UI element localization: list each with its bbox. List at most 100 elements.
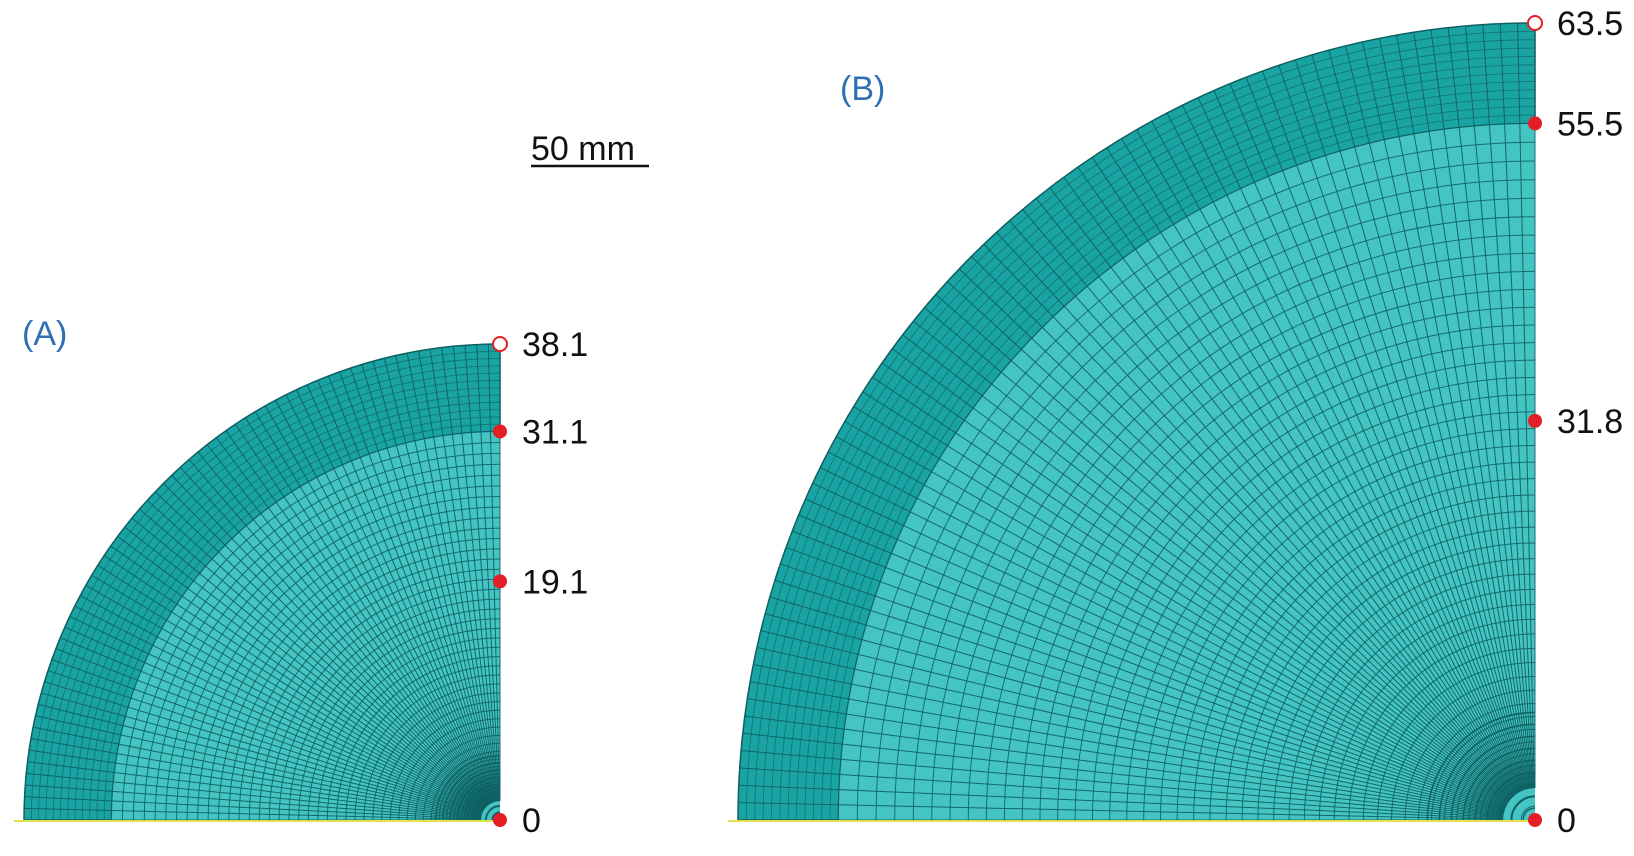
b-hub-ring [1486,771,1536,821]
a-radial-line [110,545,485,810]
a-radial-line [35,715,482,817]
a-radial-line [146,499,487,808]
a-radial-line [395,355,497,802]
b-radial-line [760,630,1505,813]
a-ring-line [238,558,501,821]
panel-b-marker-label-0: 0 [1557,802,1576,840]
panel-a-radial-mesh-lines [24,344,501,821]
a-radial-line [55,648,483,814]
a-hub-ring [449,769,501,821]
b-ring-line [1377,662,1536,821]
a-hub-ring [435,755,501,821]
a-ring-line [398,718,501,821]
b-ring-line [754,39,1536,821]
b-radial-line [765,613,1505,813]
a-radial-line [163,483,487,807]
b-ring-line [1303,588,1536,821]
b-radial-line [996,232,1514,797]
b-radial-line [1345,45,1528,790]
a-ring-line [67,387,501,821]
panel-a-marker-label-19-1: 19.1 [522,563,588,601]
a-radial-line [51,659,483,815]
b-ring-line [812,97,1536,821]
a-radial-line [47,670,483,815]
b-hub-ring [1474,759,1536,821]
a-radial-line [197,451,489,806]
a-radial-line [339,371,495,803]
a-ring-line [74,394,501,821]
panel-b-markers: 63.5 55.5 31.8 0 [1527,5,1623,840]
b-radial-line [798,514,1506,809]
a-ring-line [218,538,501,821]
a-ring-line [491,811,501,821]
a-radial-line [117,536,486,810]
b-ring-line [1418,703,1536,821]
b-radial-line [1430,29,1532,789]
b-radial-line [853,406,1509,804]
b-radial-line [1213,90,1523,792]
panel-a-mesh [14,343,501,822]
a-ring-line [197,517,501,821]
b-radial-line [769,596,1505,812]
panel-b-radial-mesh-lines [738,23,1536,821]
b-ring-line [1193,478,1536,821]
a-radial-line [244,417,491,805]
b-ring-line [837,122,1536,821]
b-ring-line [1456,741,1536,821]
b-ring-line [1159,444,1536,821]
panel-b-marker-31-8 [1528,413,1542,428]
a-ring-line [345,665,501,821]
b-hub-ring [1510,795,1536,821]
panel-a-marker-31-1 [493,424,507,439]
panel-b-marker-label-55-5: 55.5 [1557,105,1623,143]
b-radial-line [1091,157,1518,794]
panel-a-marker-label-38-1: 38.1 [522,326,588,364]
panel-a-marker-19-1 [493,574,507,589]
a-radial-line [452,346,499,802]
panel-a: (A) 38.1 31.1 19.1 0 [14,315,588,840]
a-hub-ring [442,762,501,821]
b-radial-line [1182,104,1522,792]
a-radial-line [372,361,496,802]
a-radial-line [464,345,500,802]
b-radial-line [902,334,1511,801]
a-radial-line [41,692,482,816]
b-radial-line [774,579,1505,811]
b-radial-line [1077,166,1518,795]
a-radial-line [418,350,498,802]
panel-b-marker-label-63-5: 63.5 [1557,5,1623,43]
b-ring-line [1209,494,1536,821]
b-radial-line [1447,27,1533,789]
a-ring-line [381,701,501,821]
b-ring-line [1348,633,1536,821]
a-ring-line [121,441,501,821]
b-ring-line [1333,618,1536,821]
a-radial-line [74,605,484,812]
a-radial-line [79,595,484,812]
a-radial-line [179,466,488,807]
panel-b-label: (B) [840,70,885,108]
b-ring-line [1491,776,1536,821]
a-ring-line [132,452,501,821]
a-radial-line [225,430,490,805]
a-radial-line [441,347,499,802]
a-ring-line [176,496,501,821]
b-radial-line [1362,41,1529,789]
a-radial-line [131,517,486,809]
a-ring-line [110,430,501,821]
b-ring-line [1109,394,1536,821]
b-radial-line [740,750,1504,818]
b-radial-line [947,281,1512,799]
b-radial-line [1311,54,1527,790]
b-ring-line [1468,753,1536,821]
panel-b-ring-mesh-lines [745,30,1536,821]
b-radial-line [1261,70,1525,791]
b-ring-line [912,197,1536,821]
a-radial-line [476,344,500,802]
a-radial-line [254,411,491,804]
b-radial-line [1229,83,1524,791]
b-ring-line [771,56,1536,821]
b-ring-line [1225,510,1536,821]
b-radial-line [958,268,1513,799]
b-ring-line [949,234,1536,821]
